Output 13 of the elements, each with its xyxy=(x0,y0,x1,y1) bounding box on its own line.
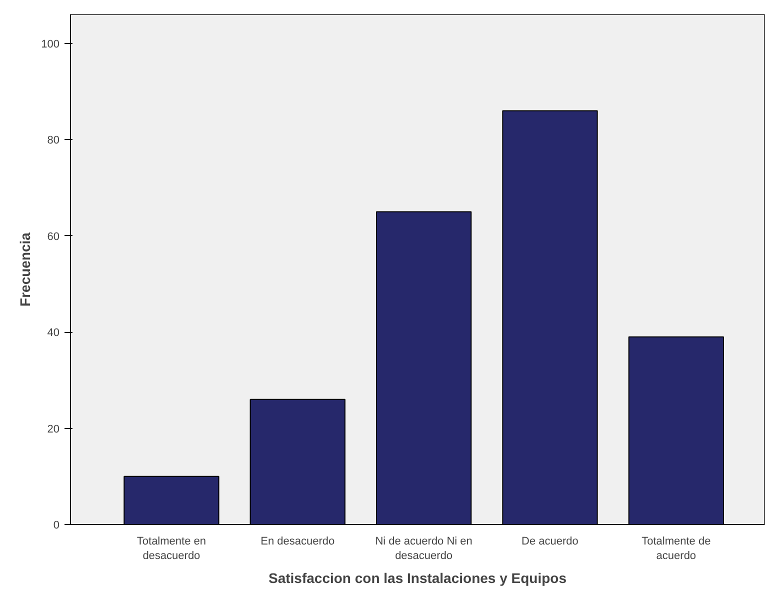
y-tick-label: 20 xyxy=(47,423,60,436)
y-tick-label: 80 xyxy=(47,134,60,147)
x-tick-label: Totalmente de acuerdo xyxy=(642,536,711,562)
x-tick-label: En desacuerdo xyxy=(260,536,335,548)
x-axis-title: Satisfaccion con las Instalaciones y Equipos xyxy=(268,570,567,586)
y-tick-label: 0 xyxy=(53,520,60,532)
x-tick-label: Totalmente en desacuerdo xyxy=(136,536,206,562)
x-tick-label: De acuerdo xyxy=(522,536,578,548)
y-axis-title: Frecuencia xyxy=(17,232,34,306)
y-tick-label: 100 xyxy=(41,38,60,50)
x-tick-label: Ni de acuerdo Ni en desacuerdo xyxy=(375,536,472,562)
y-tick-label: 40 xyxy=(47,327,60,340)
y-tick-label: 60 xyxy=(47,230,60,243)
